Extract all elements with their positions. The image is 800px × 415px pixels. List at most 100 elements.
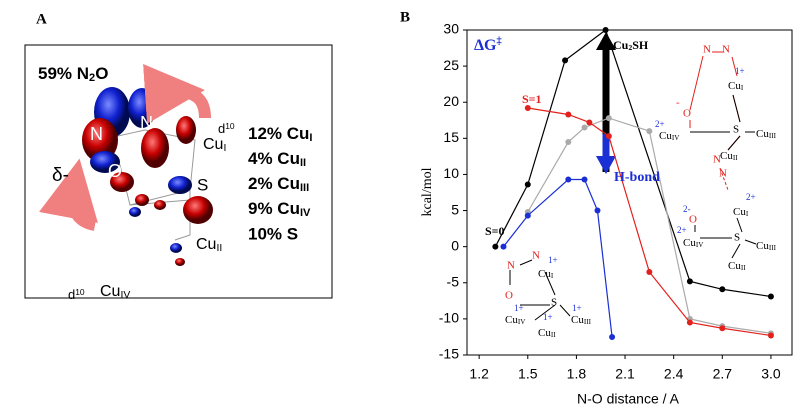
x-tick-label: 2.4 bbox=[664, 366, 684, 382]
data-point bbox=[586, 119, 593, 126]
label-part: Cu bbox=[538, 327, 551, 339]
label-part: 10 bbox=[225, 121, 235, 131]
label-part: d bbox=[68, 287, 75, 302]
label-part: III bbox=[300, 182, 309, 194]
atom-label: O bbox=[108, 161, 122, 181]
label-part: II bbox=[551, 331, 556, 339]
annotation: S=0 bbox=[485, 224, 505, 238]
y-tick-label: 15 bbox=[443, 129, 459, 145]
atom-label: N bbox=[90, 124, 103, 144]
atom-label: δ- bbox=[52, 165, 69, 186]
atom-label: CuIV bbox=[100, 283, 130, 301]
label-part: III bbox=[769, 132, 777, 140]
data-point bbox=[565, 111, 572, 118]
contribution: 10% S bbox=[248, 224, 298, 243]
data-point bbox=[686, 319, 693, 326]
orbital-picture bbox=[38, 64, 213, 266]
x-tick-label: 2.1 bbox=[615, 366, 635, 382]
inset-label: S bbox=[551, 297, 557, 309]
label-part: Cu bbox=[733, 206, 746, 218]
contribution: 9% CuIV bbox=[248, 199, 311, 219]
label-part: Cu bbox=[203, 136, 223, 153]
data-point bbox=[565, 176, 572, 183]
y-tick-label: 30 bbox=[443, 21, 459, 37]
data-point bbox=[602, 27, 609, 33]
label-part: SH bbox=[632, 38, 649, 52]
series-line bbox=[502, 178, 613, 338]
x-tick-label: 2.7 bbox=[713, 366, 733, 382]
series-line bbox=[527, 117, 772, 334]
label-part: Cu bbox=[728, 80, 741, 92]
data-point bbox=[609, 333, 616, 340]
atom-label: d10 bbox=[68, 287, 85, 303]
inset-label: CuII bbox=[538, 327, 556, 339]
label-part: Cu bbox=[756, 128, 769, 140]
data-point bbox=[719, 286, 726, 293]
label-part: Cu bbox=[683, 237, 696, 249]
inset-label: CuIII bbox=[756, 128, 777, 140]
label-part: Cu bbox=[756, 240, 769, 252]
label-part: IV bbox=[300, 207, 311, 219]
inset-label: O bbox=[505, 290, 513, 302]
heading: 59% N2O bbox=[38, 64, 108, 84]
y-tick-label: -5 bbox=[447, 273, 460, 289]
inset-label: S bbox=[733, 124, 739, 136]
x-tick-label: 1.8 bbox=[567, 366, 587, 382]
label-part: Cu bbox=[196, 236, 216, 253]
contribution: 4% CuII bbox=[248, 149, 306, 169]
y-tick-label: -15 bbox=[439, 346, 459, 362]
inset-label: N bbox=[713, 154, 721, 166]
atom-label: S bbox=[197, 175, 208, 194]
x-tick-label: 1.2 bbox=[469, 366, 489, 382]
y-tick-label: 25 bbox=[443, 57, 459, 73]
label-part: II bbox=[300, 157, 306, 169]
contribution: 2% CuIII bbox=[248, 174, 309, 194]
label-part: I bbox=[551, 272, 554, 280]
inset-label: CuIII bbox=[756, 240, 777, 252]
label-part: II bbox=[733, 154, 738, 162]
inset-label: CuIII bbox=[571, 314, 592, 326]
label-part: II bbox=[216, 243, 222, 254]
data-point bbox=[565, 138, 572, 145]
inset-label: N bbox=[703, 44, 711, 56]
inset-label: CuIV bbox=[659, 130, 680, 142]
inset-label: 1+ bbox=[735, 66, 745, 76]
inset-label: O bbox=[683, 108, 691, 120]
label-part: 2 bbox=[89, 72, 95, 84]
data-point bbox=[500, 243, 507, 250]
data-point bbox=[605, 133, 612, 140]
label-part: Cu bbox=[505, 314, 518, 326]
data-point bbox=[646, 128, 653, 135]
inset-label: 1+ bbox=[572, 303, 582, 313]
inset-label: CuI bbox=[538, 268, 554, 280]
panel-label: B bbox=[400, 9, 410, 25]
panel-frame bbox=[24, 44, 333, 299]
label-part: II bbox=[741, 264, 746, 272]
label-part: I bbox=[223, 143, 226, 154]
label-part: I bbox=[309, 132, 312, 144]
data-point bbox=[767, 332, 774, 339]
label-part: I bbox=[746, 210, 749, 218]
inset-label: 2- bbox=[683, 204, 691, 214]
label-part: 12% Cu bbox=[248, 124, 309, 143]
label-part: 2% Cu bbox=[248, 174, 300, 193]
data-point bbox=[581, 124, 588, 131]
x-tick-label: 3.0 bbox=[761, 366, 781, 382]
label-part: d bbox=[218, 121, 225, 136]
atom-label: d10 bbox=[218, 121, 235, 137]
inset-label: 1+ bbox=[548, 255, 558, 265]
label-part: IV bbox=[672, 134, 680, 142]
inset-label: CuII bbox=[728, 260, 746, 272]
label-part: Cu bbox=[720, 150, 733, 162]
inset-label: CuI bbox=[733, 206, 749, 218]
inset-label: CuIV bbox=[683, 237, 704, 249]
inset-label: N bbox=[719, 168, 727, 180]
label-part: ‡ bbox=[496, 36, 501, 47]
data-point bbox=[562, 57, 569, 64]
atom-label: N bbox=[140, 113, 153, 133]
label-part: O bbox=[95, 64, 108, 83]
contribution: 12% CuI bbox=[248, 124, 313, 144]
atom-label: CuII bbox=[196, 236, 222, 254]
data-point bbox=[605, 115, 612, 122]
